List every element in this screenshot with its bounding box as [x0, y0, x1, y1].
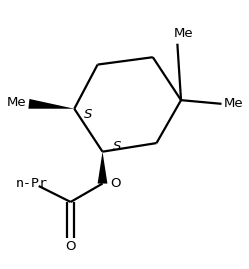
Text: Me: Me [224, 97, 244, 110]
Text: O: O [110, 176, 120, 190]
Text: n-Pr: n-Pr [15, 177, 47, 190]
Text: Me: Me [174, 27, 193, 40]
Polygon shape [28, 99, 74, 109]
Text: S: S [113, 140, 121, 153]
Polygon shape [98, 152, 107, 183]
Text: O: O [65, 240, 76, 253]
Text: Me: Me [7, 96, 26, 109]
Text: S: S [84, 108, 92, 121]
